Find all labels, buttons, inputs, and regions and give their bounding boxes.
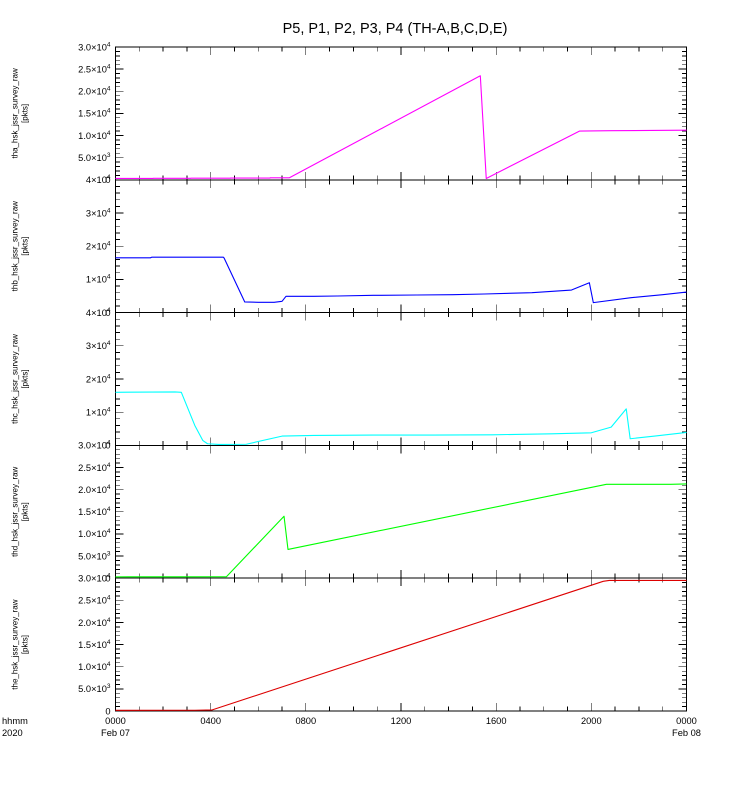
svg-text:thd_hsk_jssr_survey_raw: thd_hsk_jssr_survey_raw [11,466,20,556]
svg-text:Feb 08: Feb 08 [672,728,701,738]
svg-text:[pkts]: [pkts] [21,369,30,388]
svg-text:the_hsk_jssr_survey_raw: the_hsk_jssr_survey_raw [11,599,20,689]
svg-text:3.0×104: 3.0×104 [78,573,111,584]
svg-text:1.0×104: 1.0×104 [78,661,111,672]
svg-text:0000: 0000 [105,716,126,726]
svg-text:[pkts]: [pkts] [21,635,30,654]
svg-text:Feb 07: Feb 07 [101,728,130,738]
svg-text:2.0×104: 2.0×104 [78,86,111,97]
svg-text:tha_hsk_jssr_survey_raw: tha_hsk_jssr_survey_raw [11,68,20,158]
svg-text:[pkts]: [pkts] [21,502,30,521]
svg-text:0800: 0800 [295,716,316,726]
svg-text:hhmm: hhmm [2,716,28,726]
svg-text:1.5×104: 1.5×104 [78,506,111,517]
svg-text:thc_hsk_jssr_survey_raw: thc_hsk_jssr_survey_raw [11,334,20,424]
svg-text:0000: 0000 [676,716,697,726]
svg-text:2020: 2020 [2,728,23,738]
svg-text:thb_hsk_jssr_survey_raw: thb_hsk_jssr_survey_raw [11,201,20,291]
svg-text:2.0×104: 2.0×104 [78,617,111,628]
svg-text:1.5×104: 1.5×104 [78,639,111,650]
svg-text:3.0×104: 3.0×104 [78,440,111,451]
svg-text:1600: 1600 [486,716,507,726]
svg-text:1200: 1200 [391,716,412,726]
svg-text:2.5×104: 2.5×104 [78,595,111,606]
svg-text:P5, P1, P2, P3, P4 (TH-A,B,C,D: P5, P1, P2, P3, P4 (TH-A,B,C,D,E) [283,21,508,37]
svg-text:1.0×104: 1.0×104 [78,130,111,141]
svg-text:2.0×104: 2.0×104 [78,484,111,495]
svg-text:2.5×104: 2.5×104 [78,462,111,473]
svg-text:3.0×104: 3.0×104 [78,41,111,52]
svg-text:[pkts]: [pkts] [21,104,30,123]
svg-text:0: 0 [105,706,110,716]
svg-text:5.0×103: 5.0×103 [78,550,111,561]
svg-text:2000: 2000 [581,716,602,726]
svg-text:5.0×103: 5.0×103 [78,152,111,163]
svg-text:0400: 0400 [200,716,221,726]
svg-text:5.0×103: 5.0×103 [78,683,111,694]
svg-text:[pkts]: [pkts] [21,237,30,256]
svg-text:1.5×104: 1.5×104 [78,108,111,119]
svg-text:2.5×104: 2.5×104 [78,63,111,74]
svg-text:1.0×104: 1.0×104 [78,528,111,539]
